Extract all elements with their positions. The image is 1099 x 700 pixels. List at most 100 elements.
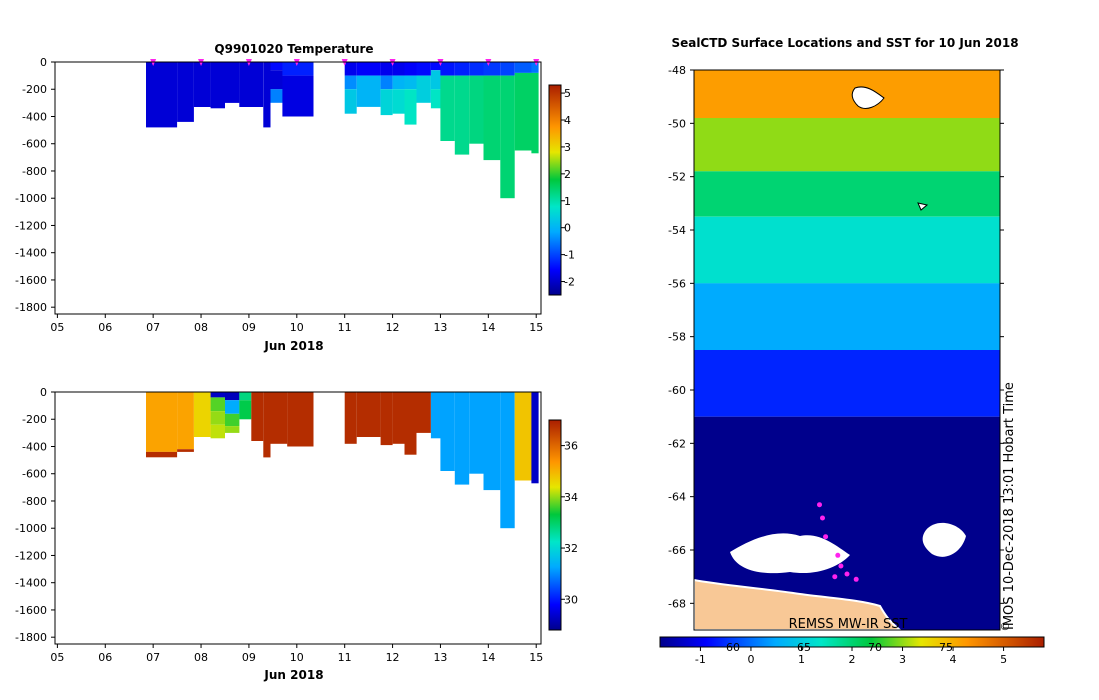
section-cell — [440, 75, 455, 141]
y-tick-label: 0 — [40, 56, 47, 69]
sea-ice-patch-east — [922, 522, 966, 557]
sst-band — [694, 283, 1000, 350]
section-cell — [225, 392, 240, 401]
section-cell — [270, 89, 283, 103]
lat-tick-label: -60 — [668, 384, 686, 397]
section-cell — [380, 89, 393, 116]
temperature-title: Q9901020 Temperature — [214, 42, 373, 56]
colorbar-tick-label: -1 — [564, 249, 575, 262]
antarctic-land — [694, 578, 902, 630]
y-tick-label: -400 — [22, 440, 47, 453]
temperature-cells — [146, 62, 539, 199]
section-cell — [177, 449, 194, 452]
section-cell — [146, 451, 178, 458]
lat-tick-label: -54 — [668, 224, 686, 237]
x-tick-label: 05 — [50, 321, 64, 334]
lat-tick-label: -50 — [668, 117, 686, 130]
sst-cbar-tick-label: 3 — [899, 653, 906, 666]
salinity-colorbar-ticks: 36 34 32 30 — [561, 440, 578, 606]
section-cell — [392, 89, 405, 114]
x-tick-label: 07 — [146, 651, 160, 664]
sst-source-label: REMSS MW-IR SST — [789, 617, 908, 632]
x-tick-label: 08 — [194, 321, 208, 334]
section-cell — [469, 62, 484, 76]
section-cell — [380, 62, 393, 76]
section-cell — [454, 392, 470, 485]
y-tick-label: -1000 — [15, 522, 47, 535]
section-cell — [380, 392, 393, 446]
lat-tick-label: -64 — [668, 491, 686, 504]
sst-cbar-tick-label: 2 — [849, 653, 856, 666]
section-cell — [225, 413, 240, 427]
x-tick-label: 10 — [290, 651, 304, 664]
y-tick-label: -800 — [22, 495, 47, 508]
y-tick-label: -1600 — [15, 604, 47, 617]
section-cell — [500, 392, 515, 529]
section-cell — [210, 411, 225, 425]
sst-cbar-secondary-label: 65 — [797, 641, 811, 654]
section-cell — [483, 75, 501, 161]
y-tick-label: -400 — [22, 110, 47, 123]
section-cell — [270, 392, 288, 444]
sst-colorbar — [659, 636, 1045, 648]
section-cell — [430, 392, 441, 439]
section-cell — [469, 392, 484, 474]
sst-cbar-secondary-label: 70 — [868, 641, 882, 654]
section-cell — [225, 426, 240, 433]
sst-cbar-tick-label: 5 — [1000, 653, 1007, 666]
section-cell — [404, 62, 417, 76]
seal-position-marker — [823, 534, 829, 540]
x-tick-label: 12 — [386, 321, 400, 334]
x-tick-label: 13 — [433, 321, 447, 334]
section-cell — [440, 392, 455, 471]
colorbar-tick-label: 1 — [564, 195, 571, 208]
section-cell — [392, 392, 405, 444]
section-cell — [270, 70, 283, 90]
sst-band — [694, 350, 1000, 417]
temperature-axes-frame — [54, 61, 542, 315]
y-tick-label: -600 — [22, 468, 47, 481]
section-cell — [514, 392, 532, 481]
section-cell — [483, 392, 501, 491]
section-cell — [251, 392, 264, 441]
salinity-panel: 0 -200 -400 -600 -800 -1000 -1200 -1400 -1600 -18… — [15, 386, 578, 682]
section-cell — [514, 72, 532, 151]
section-cell — [210, 392, 225, 398]
section-cell — [416, 392, 431, 433]
y-tick-label: -800 — [22, 165, 47, 178]
y-tick-label: -1400 — [15, 247, 47, 260]
x-tick-label: 07 — [146, 321, 160, 334]
section-cell — [392, 62, 405, 76]
seal-position-marker — [832, 574, 838, 580]
section-cell — [380, 75, 393, 90]
section-cell — [210, 397, 225, 411]
y-tick-label: -200 — [22, 83, 47, 96]
sst-colorbar-ticks: -1 0 1 2 3 4 5 60 65 70 75 — [695, 641, 1007, 666]
x-tick-label: 05 — [50, 651, 64, 664]
y-tick-label: 0 — [40, 386, 47, 399]
sst-cbar-secondary-label: 75 — [939, 641, 953, 654]
section-cell — [344, 75, 357, 90]
seal-position-marker — [835, 552, 841, 558]
section-cell — [531, 72, 539, 154]
x-tick-label: 09 — [242, 321, 256, 334]
section-cell — [356, 62, 381, 76]
y-tick-label: -1800 — [15, 301, 47, 314]
sst-cbar-tick-label: 0 — [747, 653, 754, 666]
section-cell — [344, 392, 357, 444]
sst-cbar-tick-label: -1 — [695, 653, 706, 666]
temperature-x-axis: 05 06 07 08 09 10 11 12 13 14 15 — [50, 314, 543, 334]
colorbar-tick-label: 32 — [564, 542, 578, 555]
section-cell — [193, 62, 211, 107]
colorbar-tick-label: 30 — [564, 593, 578, 606]
map-latitude-axis: -48 -50 -52 -54 -56 -58 -60 -62 -64 -66 -68 — [668, 64, 1004, 610]
section-cell — [344, 62, 357, 76]
sst-band — [694, 216, 1000, 284]
y-tick-label: -200 — [22, 413, 47, 426]
temperature-x-label: Jun 2018 — [263, 339, 323, 353]
section-cell — [282, 62, 314, 76]
colorbar-tick-label: 0 — [564, 222, 571, 235]
salinity-colorbar — [548, 419, 562, 631]
section-cell — [225, 400, 240, 414]
temperature-colorbar-ticks: 5 4 3 2 1 0 -1 -2 — [561, 87, 575, 289]
